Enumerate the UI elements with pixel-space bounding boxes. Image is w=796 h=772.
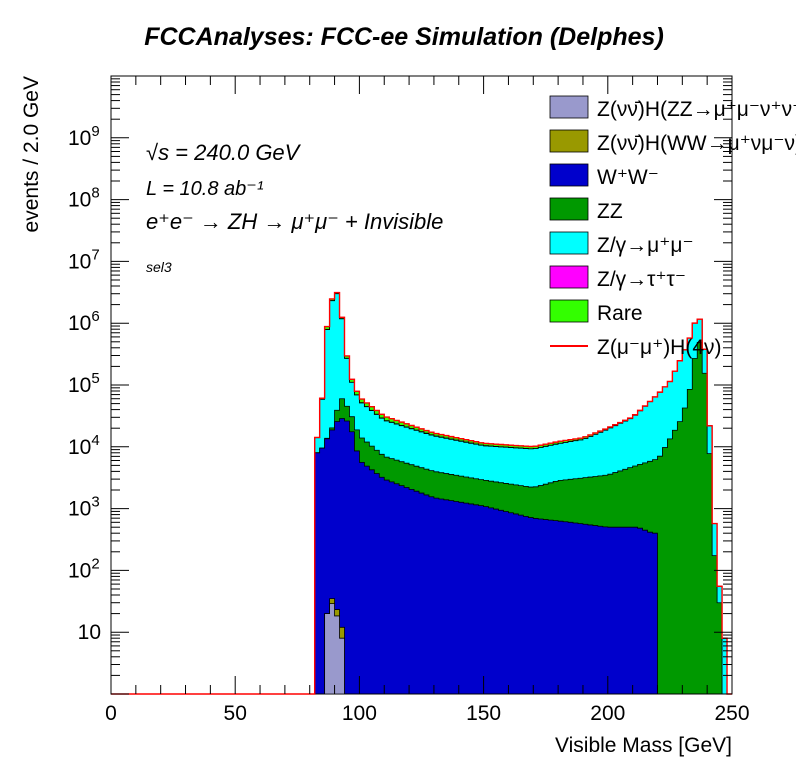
axes: 0 50 100 150 200 250 10 102 103 104 105 106 107 108 10…: [68, 76, 750, 725]
x-axis-label: Visible Mass [GeV]: [555, 734, 732, 757]
legend-label: ZZ: [597, 200, 623, 223]
legend-swatch: [549, 163, 589, 187]
y-tick-label: 104: [68, 432, 100, 459]
y-tick-label: 103: [68, 494, 100, 521]
y-tick-label: 107: [68, 246, 100, 273]
x-tick-label: 250: [714, 702, 749, 725]
legend-swatch: [549, 197, 589, 221]
legend-label: Z/γ→μ⁺μ⁻: [597, 234, 694, 257]
legend-label: Z(μ⁻μ⁺)H(4ν): [597, 336, 722, 359]
signal-outline: [111, 291, 732, 695]
legend-swatch: [549, 265, 589, 289]
legend-label: Z(νν̄)H(WW→μ⁺νμ⁻ν): [597, 132, 796, 155]
y-tick-label: 10: [78, 621, 101, 644]
x-tick-label: 200: [590, 702, 625, 725]
y-tick-label: 106: [68, 308, 100, 335]
x-tick-label: 0: [105, 702, 117, 725]
legend-label: Z/γ→τ⁺τ⁻: [597, 268, 686, 291]
y-tick-label: 102: [68, 555, 100, 582]
process-annotation: e⁺e⁻ → ZH → μ⁺μ⁻ + Invisible: [146, 209, 443, 234]
stacked-histograms: [111, 291, 732, 695]
luminosity-annotation: L = 10.8 ab⁻¹: [146, 178, 264, 200]
y-tick-label: 108: [68, 185, 100, 212]
x-tick-label: 150: [466, 702, 501, 725]
y-tick-label: 109: [68, 123, 100, 150]
legend: Z(νν̄)H(ZZ→μ⁺μ⁻ν⁺ν⁻) Z(νν̄)H(WW→μ⁺νμ⁻ν) W⁺…: [549, 95, 796, 359]
y-axis-label: events / 2.0 GeV: [20, 76, 43, 232]
legend-swatch: [549, 231, 589, 255]
legend-label: Z(νν̄)H(ZZ→μ⁺μ⁻ν⁺ν⁻): [597, 98, 796, 121]
x-tick-label: 100: [342, 702, 377, 725]
legend-label: W⁺W⁻: [597, 166, 659, 189]
chart-title: FCCAnalyses: FCC-ee Simulation (Delphes): [144, 23, 664, 51]
legend-swatch: [549, 95, 589, 119]
legend-swatch: [549, 129, 589, 153]
selection-annotation: sel3: [146, 259, 172, 275]
legend-label: Rare: [597, 302, 643, 325]
x-tick-label: 50: [224, 702, 247, 725]
sqrt-s-annotation: √s = 240.0 GeV: [146, 140, 302, 165]
y-tick-label: 105: [68, 370, 100, 397]
legend-swatch: [549, 299, 589, 323]
